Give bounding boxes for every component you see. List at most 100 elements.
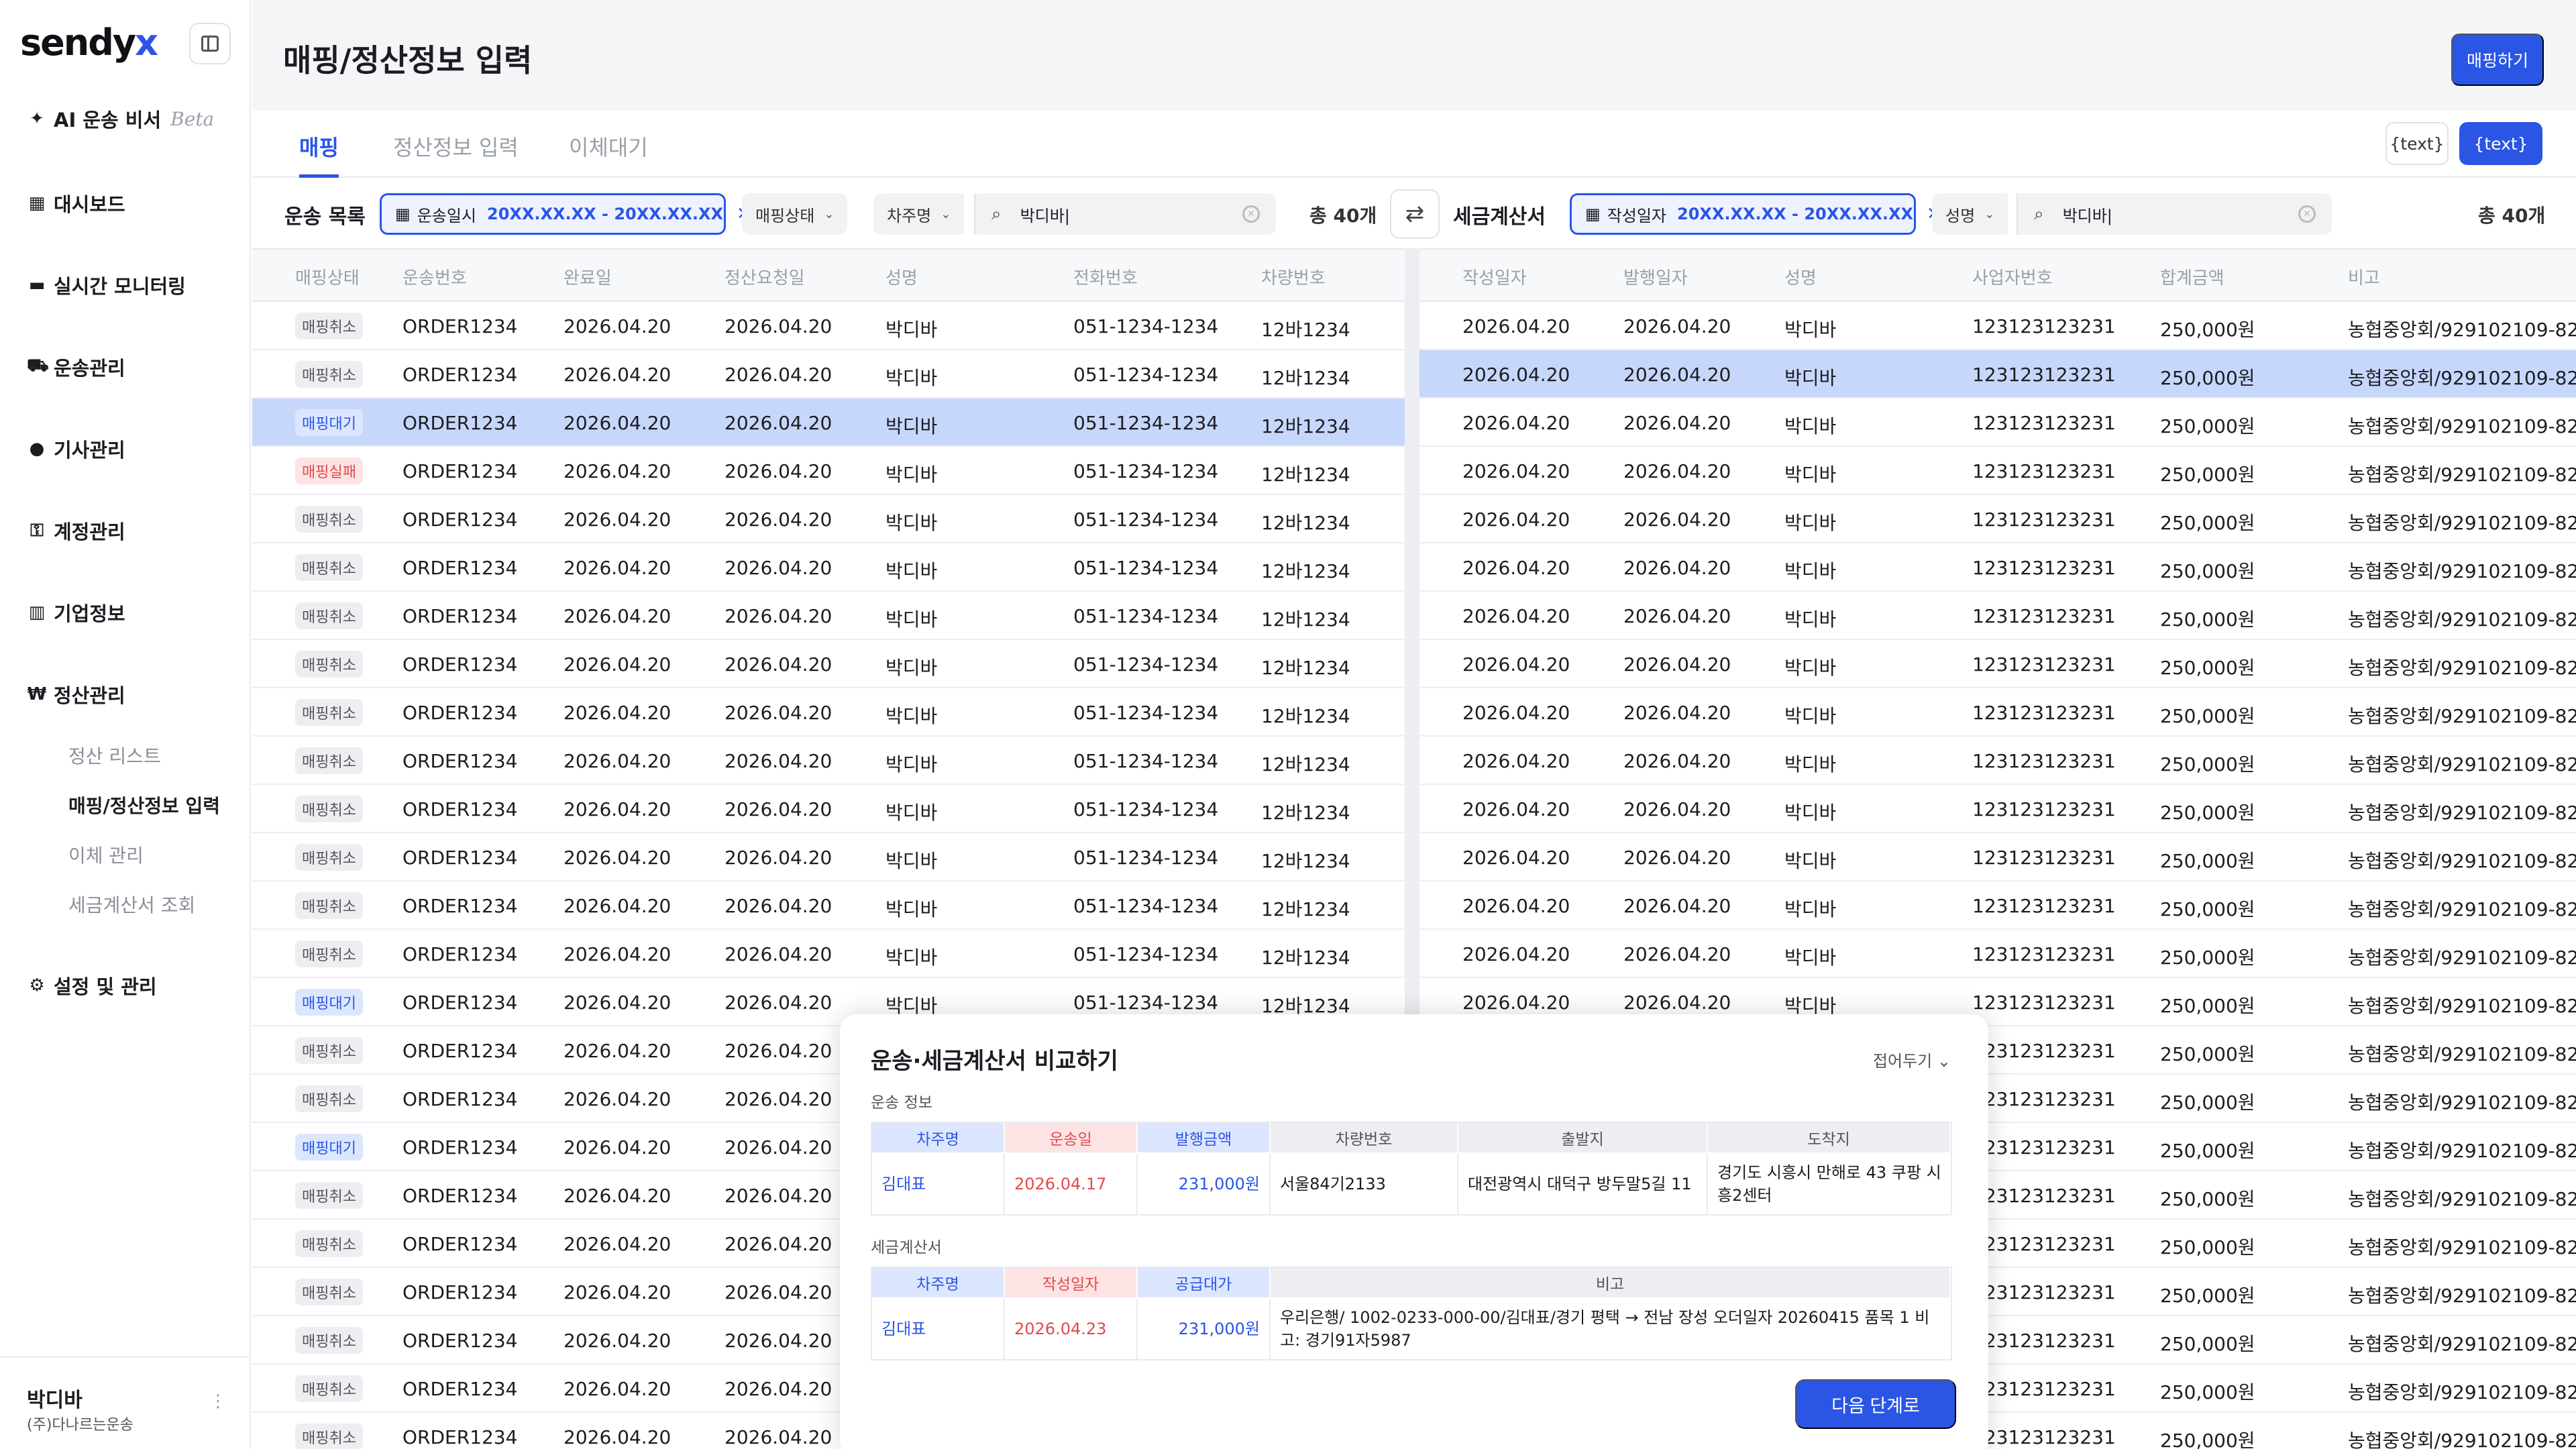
car-number: 12바1234: [1261, 319, 1350, 341]
note: 농협중앙회/929102109-8271: [2348, 1430, 2576, 1449]
nav-dashboard[interactable]: ▦ 대시보드: [27, 189, 125, 217]
car-number: 12바1234: [1261, 367, 1350, 389]
user-profile: 박디바 (주)다나르는운송 ⋮: [0, 1356, 250, 1449]
driver-name-select[interactable]: 차주명 ⌄: [873, 193, 965, 235]
subnav-tax-invoice[interactable]: 세금계산서 조회: [68, 894, 196, 916]
table-row[interactable]: 매핑대기ORDER12342026.04.202026.04.20박디바051-…: [252, 1123, 1405, 1171]
note: 농협중앙회/929102109-8271: [2348, 898, 2576, 920]
transport-search-input[interactable]: ⌕ 박디바| ✕: [974, 193, 1276, 235]
nav-ai-assistant[interactable]: ✦ AI 운송 비서 Beta: [27, 105, 214, 133]
table-row[interactable]: 2026.04.20 2026.04.20 박디바 123123123231 250,0…: [1419, 785, 2576, 833]
table-row[interactable]: 매핑취소 ORDER1234 2026.04.20 2026.04.20 박디바 051-…: [252, 833, 1405, 881]
table-row[interactable]: 매핑취소 ORDER1234 2026.04.20 2026.04.20 박디바 051-…: [252, 592, 1405, 640]
table-row[interactable]: 2026.04.20 2026.04.20 박디바 123123123231 250,0…: [1419, 302, 2576, 350]
table-row[interactable]: 2026.04.20 2026.04.20 박디바 123123123231 250,0…: [1419, 930, 2576, 978]
table-row[interactable]: 2026.04.20 2026.04.20 박디바 123123123231 250,0…: [1419, 350, 2576, 398]
status-badge: 매핑취소: [295, 844, 363, 871]
mapping-button[interactable]: 매핑하기: [2451, 34, 2544, 86]
table-row[interactable]: 매핑취소 ORDER1234 2026.04.20 2026.04.20 박디바 051-…: [252, 495, 1405, 543]
transport-date-filter[interactable]: ▦ 운송일시 20XX.XX.XX - 20XX.XX.XX ✕: [380, 193, 751, 235]
table-row[interactable]: 매핑취소 ORDER1234 2026.04.20 2026.04.20 박디바 051-…: [252, 785, 1405, 833]
table-row[interactable]: 매핑취소 ORDER1234 2026.04.20 2026.04.20 박디바 051-…: [252, 737, 1405, 785]
text-button-outline[interactable]: {text}: [2385, 122, 2449, 165]
name: 박디바: [1784, 995, 1837, 1017]
table-row[interactable]: 매핑취소 ORDER1234 2026.04.20 2026.04.20 박디바 051-…: [252, 688, 1405, 737]
tax-name-select[interactable]: 성명 ⌄: [1932, 193, 2008, 235]
table-row[interactable]: 매핑취소 ORDER1234 2026.04.20 2026.04.20 박디바 051-…: [252, 350, 1405, 398]
issue-date: 2026.04.20: [1623, 991, 1731, 1014]
done-date: 2026.04.20: [564, 1088, 672, 1110]
table-row[interactable]: 2026.04.20 2026.04.20 박디바 123123123231 250,0…: [1419, 688, 2576, 737]
tax-date-filter[interactable]: ▦ 작성일자 20XX.XX.XX - 20XX.XX.XX ✕: [1570, 193, 1941, 235]
name: 박디바: [1784, 802, 1837, 824]
logo[interactable]: sendyx: [20, 21, 158, 64]
gear-icon: ⚙: [29, 975, 45, 996]
fold-button[interactable]: 접어두기 ⌄: [1872, 1052, 1951, 1071]
nav-drivers[interactable]: ● 기사관리: [27, 435, 125, 463]
next-step-button[interactable]: 다음 단계로: [1795, 1379, 1956, 1429]
table-row[interactable]: 매핑취소 ORDER1234 2026.04.20 2026.04.20 박디바 051-…: [252, 640, 1405, 688]
business-number: 123123123231: [1972, 605, 2116, 627]
table-row[interactable]: 2026.04.20 2026.04.20 박디바 123123123231 250,0…: [1419, 495, 2576, 543]
done-date: 2026.04.20: [564, 460, 672, 482]
table-row[interactable]: 2026.04.20 2026.04.20 박디바 123123123231 250,0…: [1419, 447, 2576, 495]
table-row[interactable]: 매핑취소 ORDER1234 2026.04.20 2026.04.20 박디바 051-…: [252, 543, 1405, 592]
done-date: 2026.04.20: [564, 1281, 672, 1303]
done-date: 2026.04.20: [564, 1233, 672, 1255]
more-icon[interactable]: ⋮: [209, 1391, 227, 1411]
subnav-mapping-input[interactable]: 매핑/정산정보 입력: [68, 795, 221, 817]
nav-accounts[interactable]: ⚿ 계정관리: [27, 517, 125, 545]
request-date: 2026.04.20: [724, 943, 833, 965]
table-row[interactable]: 2026.04.20 2026.04.20 박디바 123123123231 250,0…: [1419, 398, 2576, 447]
swap-icon[interactable]: ⇄: [1390, 189, 1440, 239]
done-date: 2026.04.20: [564, 557, 672, 579]
write-date: 2026.04.20: [1462, 847, 1570, 869]
table-row[interactable]: 2026.04.20 2026.04.20 박디바 123123123231 250,0…: [1419, 978, 2576, 1026]
status-badge: 매핑취소: [295, 1375, 363, 1402]
nav-transport[interactable]: ⛟ 운송관리: [27, 356, 125, 380]
table-row[interactable]: 매핑실패 ORDER1234 2026.04.20 2026.04.20 박디바 051-…: [252, 447, 1405, 495]
done-date: 2026.04.20: [564, 750, 672, 772]
write-date: 2026.04.20: [1462, 508, 1570, 531]
driver-name: 박디바: [885, 705, 938, 727]
table-row[interactable]: 2026.04.20 2026.04.20 박디바 123123123231 250,0…: [1419, 592, 2576, 640]
table-row[interactable]: 2026.04.20 2026.04.20 박디바 123123123231 250,0…: [1419, 737, 2576, 785]
mapping-status-select[interactable]: 매핑상태 ⌄: [742, 193, 848, 235]
clear-icon[interactable]: ✕: [2298, 205, 2316, 223]
table-row[interactable]: 2026.04.20 2026.04.20 박디바 123123123231 250,0…: [1419, 543, 2576, 592]
status-badge: 매핑취소: [295, 1037, 363, 1064]
nav-settlement[interactable]: ₩ 정산관리: [27, 684, 125, 707]
issue-date: 2026.04.20: [1623, 412, 1731, 434]
nav-settings[interactable]: ⚙ 설정 및 관리: [27, 971, 156, 1000]
subnav-transfer[interactable]: 이체 관리: [68, 845, 144, 867]
tab-transfer-wait[interactable]: 이체대기: [569, 135, 648, 160]
table-row[interactable]: 2026.04.20 2026.04.20 박디바 123123123231 250,0…: [1419, 833, 2576, 881]
request-date: 2026.04.20: [724, 895, 833, 917]
request-date: 2026.04.20: [724, 750, 833, 772]
tax-search-input[interactable]: ⌕ 박디바| ✕: [2017, 193, 2332, 235]
nav-realtime-monitoring[interactable]: ▬ 실시간 모니터링: [27, 271, 186, 299]
text-button-primary[interactable]: {text}: [2459, 122, 2542, 165]
tab-mapping[interactable]: 매핑: [299, 131, 339, 178]
table-row[interactable]: 2026.04.20 2026.04.20 박디바 123123123231 250,0…: [1419, 640, 2576, 688]
business-number: 123123123231: [1972, 1330, 2116, 1352]
total-amount: 250,000원: [2160, 1188, 2255, 1210]
order-number: ORDER1234: [402, 1281, 518, 1303]
clear-icon[interactable]: ✕: [1242, 205, 1260, 223]
nav-company-info[interactable]: ▥ 기업정보: [27, 598, 125, 627]
name: 박디바: [1784, 415, 1837, 437]
table-row[interactable]: 매핑취소 ORDER1234 2026.04.20 2026.04.20 박디바 051-…: [252, 930, 1405, 978]
table-row[interactable]: 매핑취소 ORDER1234 2026.04.20 2026.04.20 박디바 051-…: [252, 302, 1405, 350]
table-row[interactable]: 매핑취소 ORDER1234 2026.04.20 2026.04.20 박디바 051-…: [252, 881, 1405, 930]
name: 박디바: [1784, 657, 1837, 679]
total-amount: 250,000원: [2160, 947, 2255, 969]
order-number: ORDER1234: [402, 508, 518, 531]
subnav-settlement-list[interactable]: 정산 리스트: [68, 745, 161, 767]
business-number: 123123123231: [1972, 750, 2116, 772]
tab-settlement-input[interactable]: 정산정보 입력: [393, 135, 519, 160]
table-row[interactable]: 2026.04.20 2026.04.20 박디바 123123123231 250,0…: [1419, 881, 2576, 930]
request-date: 2026.04.20: [724, 412, 833, 434]
sidebar-collapse-button[interactable]: [189, 23, 231, 64]
